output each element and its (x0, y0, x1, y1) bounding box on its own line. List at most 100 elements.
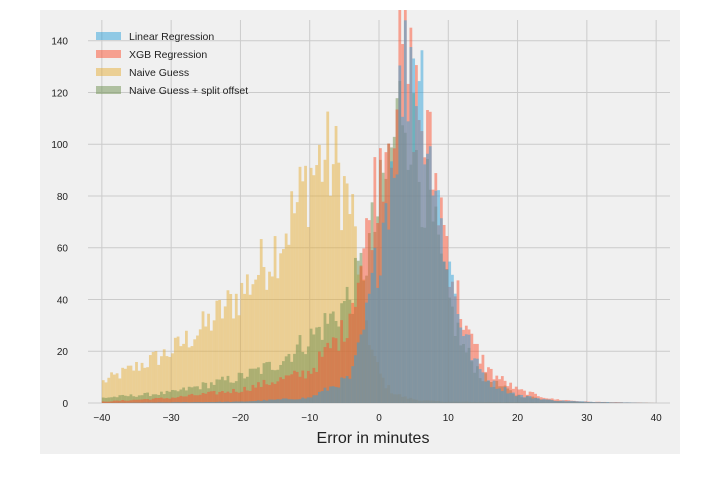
histogram-bar (609, 402, 612, 403)
histogram-bar (318, 144, 321, 403)
histogram-bar (104, 397, 108, 403)
histogram-bar (115, 400, 119, 403)
histogram-bar (101, 380, 105, 403)
histogram-bar (193, 402, 197, 403)
histogram-bar (154, 397, 158, 403)
histogram-bar (251, 401, 255, 403)
histogram-bar (276, 381, 280, 403)
histogram-bar (356, 342, 360, 403)
histogram-bar (622, 402, 626, 403)
x-tick-label: 10 (443, 413, 455, 424)
histogram-bar (234, 293, 238, 403)
y-tick-label: 40 (57, 295, 69, 306)
histogram-bar (351, 302, 355, 403)
histogram-bar (553, 400, 557, 403)
histogram-bar (431, 195, 435, 403)
histogram-bar (240, 373, 244, 403)
histogram-bar (287, 375, 291, 403)
histogram-bar (171, 397, 174, 403)
histogram-bar (570, 400, 573, 403)
histogram-bar (160, 391, 163, 403)
histogram-bar (426, 153, 429, 403)
histogram-bar (254, 368, 258, 403)
histogram-bar (487, 380, 490, 403)
histogram-bar (290, 191, 294, 403)
histogram-bar (456, 314, 460, 403)
histogram-bar (323, 347, 327, 403)
histogram-bar (489, 368, 493, 403)
histogram-bar (201, 311, 205, 403)
histogram-bar (293, 213, 296, 403)
histogram-bar (306, 370, 310, 403)
histogram-bar (550, 400, 554, 403)
histogram-bar (196, 335, 199, 403)
histogram-bar (259, 386, 263, 403)
histogram-bar (257, 274, 260, 403)
histogram-bar (403, 20, 407, 404)
legend-swatch (96, 86, 121, 94)
histogram-bar (459, 327, 463, 403)
histogram-bar (470, 360, 474, 403)
histogram-bar (193, 386, 197, 403)
histogram-bar (259, 239, 263, 403)
histogram-bar (185, 396, 188, 403)
histogram-bar (262, 267, 266, 403)
histogram-bar (323, 159, 327, 403)
histogram-bar (135, 399, 138, 403)
histogram-bar (204, 402, 208, 403)
histogram-bar (509, 392, 513, 403)
histogram-bar (392, 177, 396, 403)
histogram-bar (237, 401, 241, 403)
histogram-bar (445, 269, 449, 403)
histogram-bar (409, 47, 413, 404)
x-tick-label: −40 (93, 413, 110, 424)
histogram-bar (381, 222, 385, 403)
histogram-bar (218, 300, 222, 403)
histogram-bar (124, 400, 127, 403)
histogram-bar (251, 284, 255, 403)
histogram-bar (115, 397, 119, 403)
histogram-bar (187, 347, 191, 403)
histogram-bar (132, 396, 136, 403)
histogram-bar (146, 399, 149, 403)
histogram-bar (548, 399, 551, 403)
histogram-bar (306, 397, 310, 403)
x-tick-label: −10 (301, 413, 318, 424)
histogram-bar (284, 233, 288, 403)
x-tick-label: 20 (512, 413, 524, 424)
y-tick-label: 60 (57, 244, 69, 255)
histogram-bar (112, 374, 116, 403)
histogram-bar (223, 392, 227, 403)
histogram-bar (462, 336, 465, 403)
histogram-bar (223, 306, 227, 403)
histogram-bar (279, 377, 282, 403)
x-tick-label: 30 (581, 413, 593, 424)
histogram-bar (160, 402, 163, 403)
histogram-bar (545, 399, 549, 403)
histogram-bar (295, 371, 299, 403)
histogram-bar (140, 399, 144, 403)
histogram-bar (182, 396, 185, 403)
legend-label: Naive Guess (129, 67, 189, 79)
histogram-bar (506, 393, 510, 403)
histogram-bar (207, 391, 210, 403)
histogram-bar (276, 278, 280, 403)
histogram-bar (104, 401, 108, 403)
histogram-bar (539, 399, 543, 403)
histogram-bar (259, 400, 263, 403)
histogram-bar (448, 261, 452, 403)
histogram-bar (121, 394, 125, 403)
histogram-bar (337, 387, 341, 403)
histogram-bar (110, 372, 113, 403)
histogram-bar (118, 378, 122, 403)
histogram-bar (237, 392, 241, 403)
histogram-bar (270, 382, 274, 403)
histogram-bar (284, 398, 288, 403)
histogram-bar (597, 402, 601, 403)
histogram-bar (232, 388, 235, 403)
histogram-bar (295, 202, 299, 403)
histogram-bar (212, 402, 216, 403)
histogram-bar (171, 389, 174, 403)
histogram-bar (320, 391, 324, 403)
histogram-bar (401, 116, 404, 404)
